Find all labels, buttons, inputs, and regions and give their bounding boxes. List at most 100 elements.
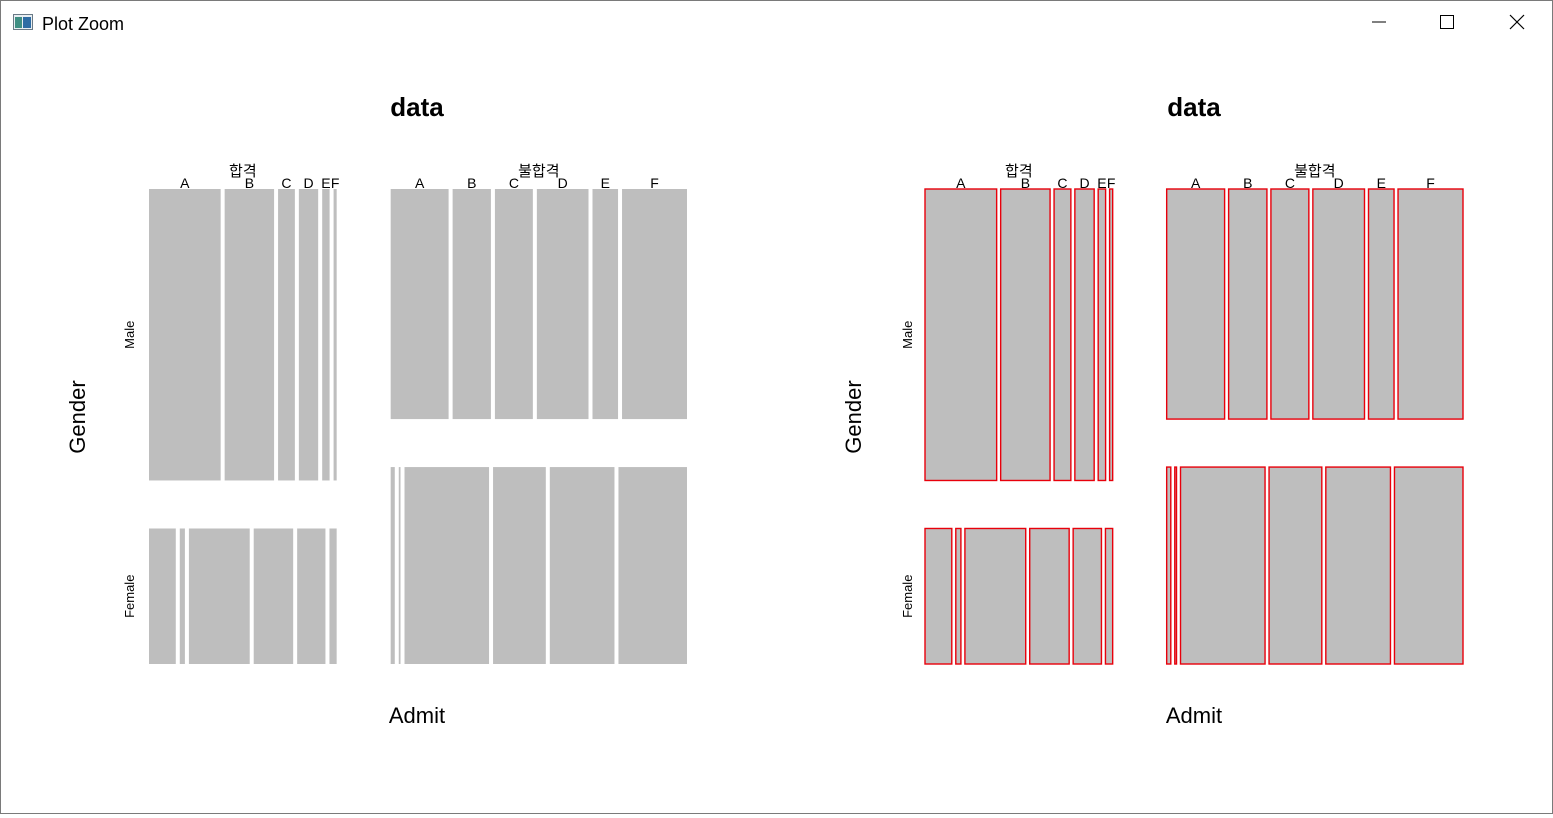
mosaic-chart-1 [149,189,687,664]
mosaic-tile-합격-Male-A [149,189,221,481]
mosaic-tile-불합격-Male-B [452,189,491,420]
mosaic-tile-불합격-Female-B [398,467,401,664]
mosaic-tile-불합격-Male-A [1165,188,1226,420]
mosaic-tile-합격-Male-C [1053,188,1072,482]
mosaic-tile-합격-Male-E [1097,188,1107,482]
mosaic-tile-합격-Male-B [999,188,1051,482]
dept-tick-label: C [1057,175,1067,191]
dept-tick-label: B [1021,175,1030,191]
admit-level-label: 합격 [229,163,257,180]
dept-tick-label: E [601,175,610,191]
mosaic-tile-불합격-Female-C [1179,466,1266,665]
mosaic-tile-불합격-Female-E [1325,466,1392,665]
mosaic-tile-불합격-Female-C [404,467,490,664]
window-title: Plot Zoom [42,14,125,34]
x-axis-label: Admit [389,703,445,728]
admit-level-label: 합격 [1005,163,1033,180]
mosaic-tile-불합격-Male-F [622,189,687,420]
dept-tick-label: C [509,175,519,191]
mosaic-tile-합격-Male-D [298,189,319,481]
y-axis-label: Gender [841,380,866,453]
title-bar[interactable]: Plot Zoom [1,1,1552,47]
mosaic-tile-불합격-Female-F [618,467,687,664]
dept-tick-label: A [415,175,425,191]
close-button[interactable] [1482,1,1552,47]
mosaic-tile-합격-Female-E [297,528,326,664]
maximize-icon [1440,14,1454,34]
dept-tick-label: F [331,175,340,191]
dept-tick-label: A [180,175,190,191]
mosaic-tile-불합격-Male-E [592,189,619,420]
mosaic-tile-합격-Female-A [149,528,176,664]
mosaic-tile-합격-Female-C [964,527,1027,665]
gender-level-label: Male [122,321,137,349]
mosaic-tile-불합격-Male-A [390,189,449,420]
dept-tick-label: E [321,175,330,191]
mosaic-tile-합격-Female-C [188,528,250,664]
close-icon [1509,14,1525,35]
dept-tick-label: A [956,175,966,191]
gender-level-label: Female [122,575,137,618]
dept-tick-label: D [558,175,568,191]
dept-tick-label: B [245,175,254,191]
admit-level-label: 불합격 [1294,163,1335,180]
mosaic-tile-합격-Female-F [329,528,337,664]
minimize-icon [1372,15,1386,34]
dept-tick-label: B [467,175,476,191]
dept-tick-label: F [1426,175,1435,191]
mosaic-tile-불합격-Male-F [1397,188,1464,420]
dept-tick-label: F [1107,175,1116,191]
minimize-button[interactable] [1344,1,1414,47]
dept-tick-label: D [1079,175,1089,191]
plot-area: data Admit Gender 합격 A B C D E F Male Female 불합격 A B C D… [1,47,1552,813]
mosaic-tile-합격-Female-D [253,528,294,664]
mosaic-tile-불합격-Female-E [549,467,615,664]
dept-tick-label: B [1243,175,1252,191]
mosaic-tile-합격-Female-E [1072,527,1103,665]
mosaic-tile-불합격-Female-B [1174,466,1178,665]
mosaic-tile-불합격-Male-B [1227,188,1268,420]
mosaic-tile-불합격-Female-A [390,467,395,664]
mosaic-tile-합격-Male-F [333,189,337,481]
gender-level-label: Female [900,575,915,618]
mosaic-chart-2 [924,188,1464,665]
mosaic-tile-합격-Male-B [224,189,275,481]
dept-tick-label: D [303,175,313,191]
mosaic-tile-합격-Male-A [924,188,998,482]
y-axis-label: Gender [65,380,90,453]
dept-tick-label: A [1191,175,1201,191]
mosaic-tile-불합격-Female-D [493,467,546,664]
mosaic-tile-불합격-Male-C [1270,188,1310,420]
dept-tick-label: F [650,175,659,191]
admit-level-label: 불합격 [518,163,559,180]
mosaic-tile-합격-Male-C [278,189,295,481]
x-axis-label: Admit [1166,703,1222,728]
mosaic-tile-합격-Female-B [179,528,185,664]
dept-tick-label: C [1285,175,1295,191]
mosaic-tile-불합격-Male-D [1312,188,1366,420]
mosaic-tile-불합격-Male-C [494,189,533,420]
mosaic-tile-합격-Female-D [1029,527,1070,665]
mosaic-tile-불합격-Male-D [536,189,589,420]
mosaic-tile-합격-Male-E [322,189,330,481]
mosaic-tile-불합격-Male-E [1367,188,1395,420]
mosaic-tile-합격-Female-B [955,527,962,665]
mosaic-tile-불합격-Female-F [1393,466,1464,665]
mosaic-tile-불합격-Female-A [1165,466,1172,665]
mosaic-tile-합격-Male-D [1074,188,1095,482]
chart-title: data [390,92,444,122]
dept-tick-label: D [1334,175,1344,191]
maximize-button[interactable] [1412,1,1482,47]
mosaic-tile-불합격-Female-D [1268,466,1323,665]
dept-tick-label: C [281,175,291,191]
gender-level-label: Male [900,321,915,349]
dept-tick-label: E [1377,175,1386,191]
dept-tick-label: E [1097,175,1106,191]
mosaic-tile-합격-Female-F [1104,527,1114,665]
r-plot-window-icon [13,14,33,30]
mosaic-tile-합격-Male-F [1108,188,1114,482]
mosaic-tile-합격-Female-A [924,527,953,665]
chart-title: data [1167,92,1221,122]
